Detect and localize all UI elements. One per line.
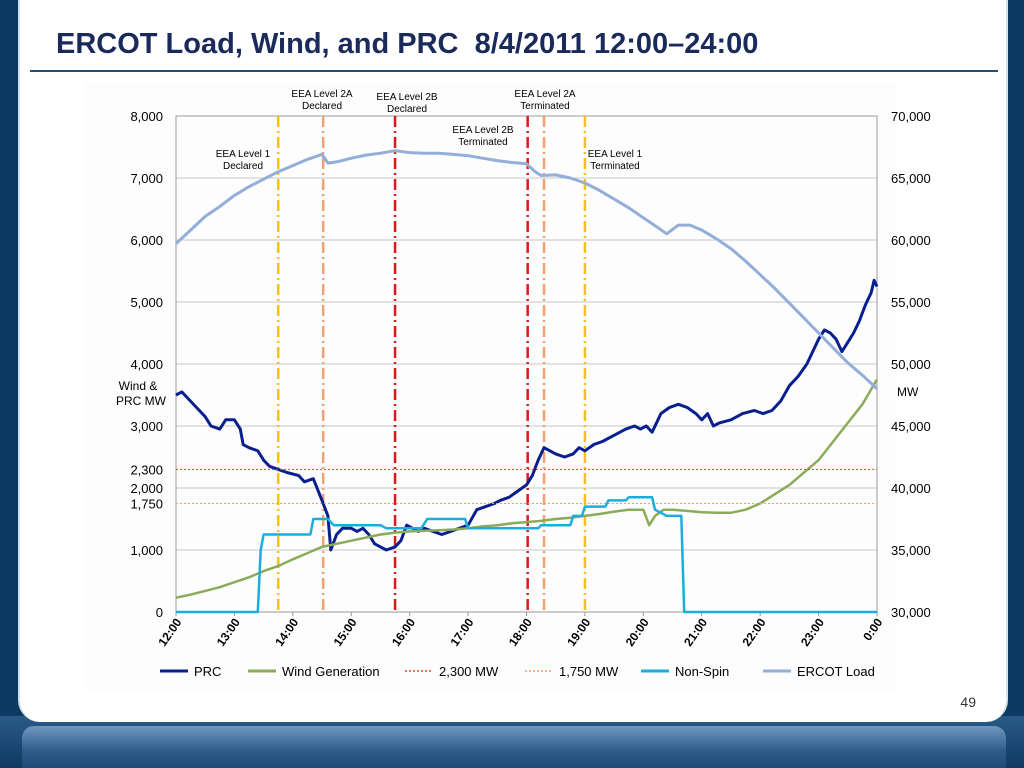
x-tick-label: 23:00 (798, 615, 827, 648)
series-line-wind-generation (175, 378, 879, 599)
left-axis-label-line2: PRC MW (116, 394, 167, 408)
left-tick-label: 2,000 (130, 481, 163, 496)
series-line-prc (175, 278, 879, 552)
legend-label: PRC (194, 664, 221, 679)
right-tick-label: 70,000 (891, 109, 931, 124)
legend-label: ERCOT Load (797, 664, 875, 679)
left-tick-label: 3,000 (130, 419, 163, 434)
eea-annotation: EEA Level 2B (376, 92, 437, 103)
right-tick-label: 50,000 (891, 357, 931, 372)
left-tick-label: 1,000 (130, 543, 163, 558)
series-line-non-spin (176, 496, 877, 614)
series-line-ercot-load (174, 149, 879, 390)
x-tick-label: 12:00 (155, 615, 184, 648)
right-tick-label: 55,000 (891, 295, 931, 310)
right-tick-label: 30,000 (891, 605, 931, 620)
right-tick-label: 60,000 (891, 233, 931, 248)
slide-title: ERCOT Load, Wind, and PRC 8/4/2011 12:00… (56, 28, 759, 60)
right-tick-label: 40,000 (891, 481, 931, 496)
page-number: 49 (960, 694, 976, 710)
eea-annotation: Terminated (590, 161, 639, 172)
left-tick-label: 7,000 (130, 171, 163, 186)
x-tick-label: 19:00 (564, 615, 593, 648)
x-tick-label: 14:00 (272, 615, 301, 648)
x-tick-label: 17:00 (447, 615, 476, 648)
x-tick-label: 21:00 (681, 615, 710, 648)
legend-label: 2,300 MW (439, 664, 499, 679)
left-tick-label: 4,000 (130, 357, 163, 372)
left-tick-label: 5,000 (130, 295, 163, 310)
x-tick-label: 13:00 (214, 615, 243, 648)
chart-area (84, 82, 896, 690)
eea-annotation: Declared (302, 101, 342, 112)
x-tick-label: 18:00 (506, 615, 535, 648)
left-axis-label-line1: Wind & (119, 379, 158, 393)
eea-annotation: EEA Level 2A (291, 89, 352, 100)
right-axis-label: MW (897, 385, 919, 399)
legend-label: Wind Generation (282, 664, 380, 679)
right-tick-label: 45,000 (891, 419, 931, 434)
legend-label: Non-Spin (675, 664, 729, 679)
eea-annotation: Terminated (520, 101, 569, 112)
x-tick-label: 20:00 (623, 615, 652, 648)
x-tick-label: 0:00 (860, 615, 885, 643)
eea-annotation: Declared (223, 161, 263, 172)
eea-annotation: EEA Level 2B (452, 125, 513, 136)
x-tick-label: 22:00 (740, 615, 769, 648)
left-tick-label: 2,300 (130, 462, 163, 477)
title-divider (30, 70, 998, 72)
left-tick-label: 6,000 (130, 233, 163, 248)
eea-annotation: EEA Level 2A (514, 89, 575, 100)
x-tick-label: 16:00 (389, 615, 418, 648)
eea-annotation: EEA Level 1 (588, 149, 643, 160)
left-tick-label: 0 (156, 605, 163, 620)
right-tick-label: 35,000 (891, 543, 931, 558)
x-tick-label: 15:00 (331, 615, 360, 648)
right-tick-label: 65,000 (891, 171, 931, 186)
eea-annotation: Terminated (458, 137, 507, 148)
eea-annotation: EEA Level 1 (216, 149, 271, 160)
left-tick-label: 8,000 (130, 109, 163, 124)
legend-label: 1,750 MW (559, 664, 619, 679)
eea-annotation: Declared (387, 104, 427, 115)
left-tick-label: 1,750 (130, 497, 163, 512)
footer-band (22, 726, 1006, 768)
